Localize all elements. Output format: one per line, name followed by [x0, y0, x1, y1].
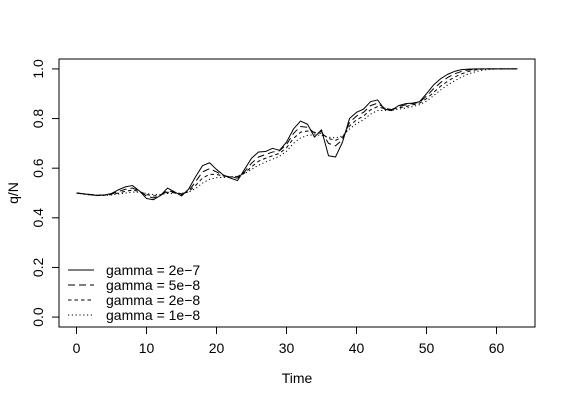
x-tick-label: 40 — [349, 340, 365, 356]
y-tick-label: 0.2 — [30, 258, 46, 278]
legend-label-2: gamma = 5e−8 — [106, 277, 200, 293]
y-tick-label: 0.4 — [30, 208, 46, 228]
legend-label-3: gamma = 2e−8 — [106, 292, 200, 308]
x-tick-label: 0 — [73, 340, 81, 356]
x-tick-label: 30 — [279, 340, 295, 356]
y-tick-label: 0.0 — [30, 307, 46, 327]
series-layer — [76, 68, 518, 201]
x-axis-title: Time — [282, 370, 313, 386]
legend-label-1: gamma = 2e−7 — [106, 262, 200, 278]
series-line-1 — [76, 68, 518, 201]
y-axis: 0.0 0.2 0.4 0.6 0.8 1.0 — [30, 59, 60, 327]
series-line-4 — [76, 68, 518, 196]
series-line-3 — [76, 68, 518, 197]
x-tick-label: 50 — [419, 340, 435, 356]
x-tick-label: 20 — [209, 340, 225, 356]
legend-label-4: gamma = 1e−8 — [106, 307, 200, 323]
series-line-2 — [76, 68, 518, 199]
y-tick-label: 0.8 — [30, 109, 46, 129]
x-axis: 0 10 20 30 40 50 60 — [73, 326, 505, 356]
y-tick-label: 1.0 — [30, 59, 46, 79]
y-axis-title: q/N — [5, 182, 21, 204]
x-tick-label: 60 — [489, 340, 505, 356]
x-tick-label: 10 — [139, 340, 155, 356]
y-tick-label: 0.6 — [30, 158, 46, 178]
